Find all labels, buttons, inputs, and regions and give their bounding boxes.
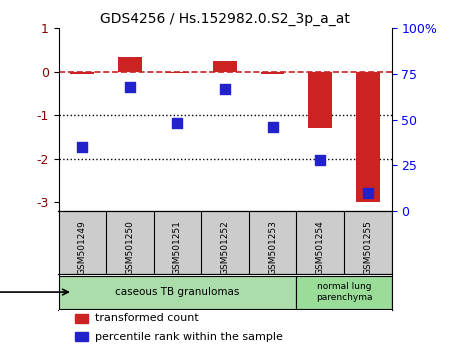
Bar [75,314,89,323]
Bar [118,57,142,72]
FancyBboxPatch shape [297,276,392,309]
Text: GSM501254: GSM501254 [315,221,324,275]
Text: GSM501255: GSM501255 [363,221,372,275]
Bar [356,72,380,202]
Text: GSM501249: GSM501249 [78,221,87,275]
Point [126,84,134,90]
Point [174,121,181,126]
Text: GSM501253: GSM501253 [268,221,277,275]
Bar [75,332,89,342]
Text: transformed count: transformed count [95,313,199,324]
Text: GSM501250: GSM501250 [126,221,135,275]
Bar [166,72,189,73]
Point [79,144,86,150]
Point [364,190,371,196]
Bar [70,72,94,74]
Text: GSM501251: GSM501251 [173,221,182,275]
FancyBboxPatch shape [58,276,297,309]
Bar [213,61,237,72]
Point [316,157,324,163]
Bar [261,72,284,74]
Title: GDS4256 / Hs.152982.0.S2_3p_a_at: GDS4256 / Hs.152982.0.S2_3p_a_at [100,12,350,26]
Point [269,124,276,130]
Text: normal lung
parenchyma: normal lung parenchyma [316,282,372,302]
Point [221,86,229,91]
Text: GSM501252: GSM501252 [220,221,230,275]
Bar [308,72,332,129]
Text: caseous TB granulomas: caseous TB granulomas [115,287,239,297]
Text: percentile rank within the sample: percentile rank within the sample [95,332,283,342]
